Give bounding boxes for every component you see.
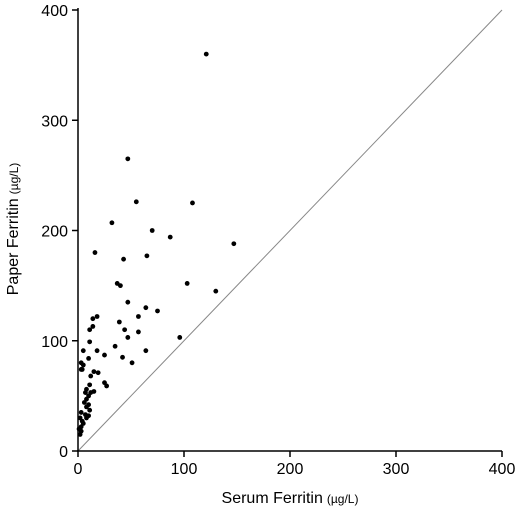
data-point bbox=[87, 339, 93, 345]
x-tick-label: 300 bbox=[383, 461, 410, 478]
data-point bbox=[109, 220, 115, 226]
data-point bbox=[91, 369, 97, 375]
data-point bbox=[122, 327, 128, 333]
data-point bbox=[81, 400, 87, 405]
data-point bbox=[80, 348, 86, 354]
data-point bbox=[95, 370, 101, 376]
data-point bbox=[133, 199, 139, 205]
x-axis-ticks: 0 100 200 300 400 bbox=[74, 451, 516, 478]
y-tick-label: 300 bbox=[41, 113, 68, 130]
x-tick-label: 400 bbox=[489, 461, 516, 478]
y-tick-label: 0 bbox=[59, 444, 68, 461]
y-axis-title: Paper Ferritin (µg/L) bbox=[5, 163, 22, 296]
data-point bbox=[143, 348, 149, 354]
data-point bbox=[144, 253, 150, 259]
data-point bbox=[78, 410, 84, 415]
data-point bbox=[87, 327, 93, 333]
data-point bbox=[94, 314, 100, 319]
data-point bbox=[94, 348, 100, 354]
x-axis-unit: (µg/L) bbox=[327, 492, 359, 506]
data-point bbox=[88, 373, 94, 379]
y-axis-title-text: Paper Ferritin bbox=[5, 198, 22, 295]
data-point bbox=[116, 319, 122, 325]
data-point bbox=[90, 316, 96, 322]
y-axis-unit: (µg/L) bbox=[7, 163, 21, 195]
reference-line bbox=[77, 9, 503, 452]
x-tick-label: 100 bbox=[171, 461, 198, 478]
x-tick-label: 0 bbox=[74, 461, 83, 478]
x-tick-label: 200 bbox=[277, 461, 304, 478]
data-point bbox=[86, 355, 91, 361]
data-point bbox=[177, 335, 183, 340]
data-point bbox=[136, 329, 141, 335]
x-axis-title: Serum Ferritin (µg/L) bbox=[222, 490, 359, 507]
data-point bbox=[87, 382, 93, 388]
y-tick-label: 100 bbox=[41, 334, 68, 351]
data-points bbox=[76, 51, 237, 437]
data-point bbox=[203, 51, 209, 57]
y-tick-label: 200 bbox=[41, 224, 68, 241]
data-point bbox=[121, 256, 126, 262]
data-point bbox=[77, 432, 83, 437]
data-point bbox=[125, 335, 131, 340]
y-axis-ticks: 0 100 200 300 400 bbox=[41, 3, 78, 461]
data-point bbox=[92, 250, 98, 255]
data-point bbox=[90, 324, 96, 329]
y-tick-label: 400 bbox=[41, 3, 68, 20]
data-point bbox=[87, 407, 93, 413]
data-point bbox=[143, 305, 149, 311]
data-point bbox=[104, 383, 110, 389]
data-point bbox=[231, 241, 237, 247]
data-point bbox=[80, 362, 86, 368]
data-point bbox=[84, 415, 89, 421]
data-point bbox=[84, 404, 89, 410]
data-point bbox=[125, 299, 131, 305]
data-point bbox=[190, 200, 195, 206]
data-point bbox=[184, 281, 190, 286]
data-point bbox=[213, 288, 219, 294]
data-point bbox=[129, 360, 135, 366]
data-point bbox=[155, 308, 160, 314]
data-point bbox=[136, 314, 141, 319]
data-point bbox=[120, 354, 125, 360]
data-point bbox=[167, 234, 173, 240]
data-point bbox=[78, 367, 84, 372]
data-point bbox=[118, 283, 123, 289]
x-axis-title-text: Serum Ferritin bbox=[222, 490, 323, 507]
data-point bbox=[112, 343, 118, 349]
data-point bbox=[149, 228, 155, 233]
data-point bbox=[83, 390, 88, 395]
data-point bbox=[125, 156, 131, 162]
data-point bbox=[102, 352, 107, 358]
